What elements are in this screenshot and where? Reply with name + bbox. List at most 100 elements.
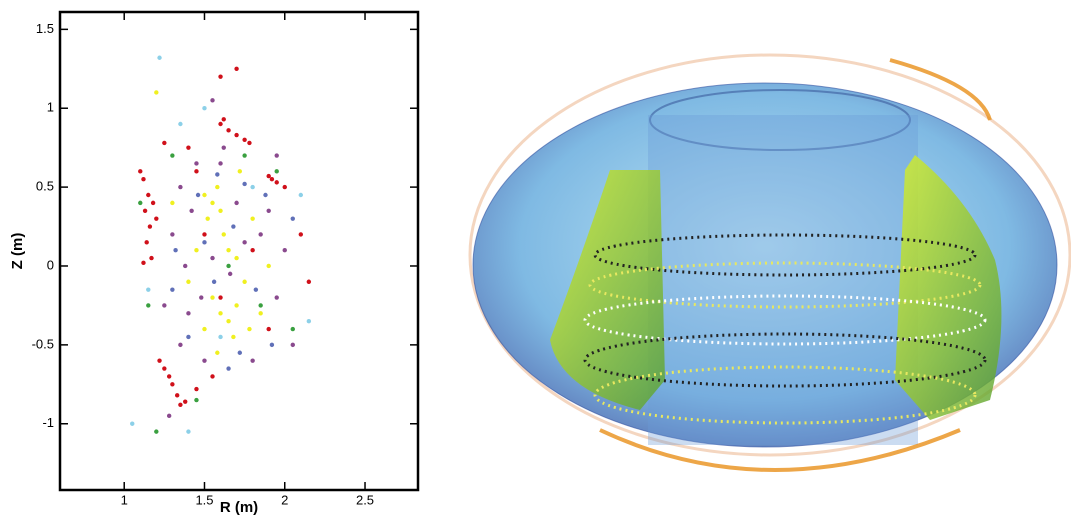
x-tick-label: 2 [281, 492, 288, 507]
point [242, 240, 246, 244]
point [202, 193, 206, 197]
torus-render [470, 55, 1070, 470]
point [234, 133, 238, 137]
point [307, 319, 311, 323]
point [275, 180, 279, 184]
point [266, 264, 270, 268]
y-axis-label: Z (m) [9, 233, 26, 270]
point [275, 169, 279, 173]
point [266, 209, 270, 213]
point [291, 327, 295, 331]
point [270, 177, 274, 181]
point [266, 327, 270, 331]
point [307, 280, 311, 284]
point [215, 351, 219, 355]
point [146, 193, 150, 197]
point [222, 117, 226, 121]
point [154, 216, 158, 220]
point [143, 209, 147, 213]
point [141, 261, 145, 265]
point [242, 280, 246, 284]
point [178, 185, 182, 189]
point [162, 303, 166, 307]
point [226, 319, 230, 323]
point [183, 264, 187, 268]
point [178, 122, 182, 126]
point [242, 182, 246, 186]
point [247, 327, 251, 331]
point [170, 153, 174, 157]
point [183, 399, 187, 403]
point [194, 248, 198, 252]
point [250, 358, 254, 362]
point [186, 335, 190, 339]
point [186, 429, 190, 433]
point [234, 67, 238, 71]
y-tick-label: -0.5 [32, 336, 54, 351]
point [299, 232, 303, 236]
point [196, 193, 200, 197]
point [154, 90, 158, 94]
point [202, 327, 206, 331]
x-tick-label: 1.5 [195, 492, 213, 507]
point [212, 280, 216, 284]
point [148, 224, 152, 228]
point [215, 185, 219, 189]
point [231, 224, 235, 228]
point [205, 216, 209, 220]
point [226, 128, 230, 132]
point [202, 106, 206, 110]
point [144, 240, 148, 244]
y-tick-label: 1 [47, 100, 54, 115]
point [283, 185, 287, 189]
x-tick-label: 1 [121, 492, 128, 507]
point [258, 232, 262, 236]
point [189, 209, 193, 213]
point [194, 387, 198, 391]
y-tick-label: 0 [47, 257, 54, 272]
point [138, 169, 142, 173]
point [202, 232, 206, 236]
point [210, 295, 214, 299]
y-tick-label: 0.5 [36, 179, 54, 194]
point [199, 295, 203, 299]
point [218, 295, 222, 299]
y-tick-label: 1.5 [36, 21, 54, 36]
point [151, 201, 155, 205]
point [170, 287, 174, 291]
point [146, 303, 150, 307]
point [194, 398, 198, 402]
point [228, 272, 232, 276]
point [218, 311, 222, 315]
point [194, 169, 198, 173]
point [170, 382, 174, 386]
point [270, 343, 274, 347]
point [234, 201, 238, 205]
point [173, 248, 177, 252]
page: R (m) Z (m) 11.522.51.510.50-0.5-1 (() =… [0, 0, 1071, 520]
point [291, 343, 295, 347]
point [175, 393, 179, 397]
point [263, 193, 267, 197]
point [218, 209, 222, 213]
point [258, 311, 262, 315]
point [186, 280, 190, 284]
point [218, 74, 222, 78]
point [162, 366, 166, 370]
point [247, 141, 251, 145]
point [258, 303, 262, 307]
point [157, 56, 161, 60]
point [178, 403, 182, 407]
point [162, 141, 166, 145]
point [138, 201, 142, 205]
point [275, 153, 279, 157]
point [222, 145, 226, 149]
point [275, 295, 279, 299]
x-tick-label: 2.5 [356, 492, 374, 507]
point [154, 429, 158, 433]
center-column [648, 115, 918, 445]
point [167, 374, 171, 378]
x-axis-label: R (m) [220, 499, 258, 516]
point [218, 122, 222, 126]
point [283, 248, 287, 252]
